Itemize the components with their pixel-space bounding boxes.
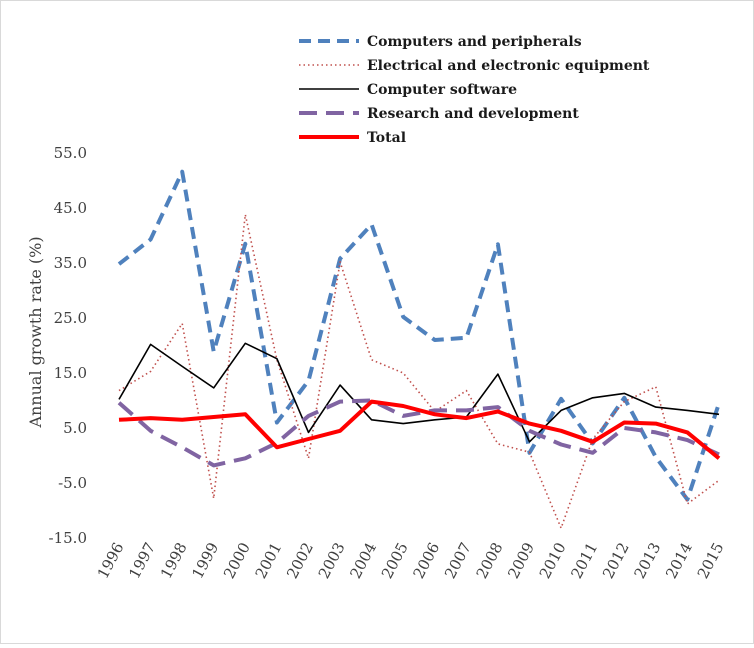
x-tick-label: 1996 (94, 539, 128, 581)
x-axis: 1996199719981999200020012002200320042005… (94, 539, 728, 581)
x-tick-label: 2002 (283, 539, 317, 581)
y-tick-label: 5.0 (63, 419, 87, 437)
x-tick-label: 2014 (662, 539, 696, 581)
legend-label: Research and development (367, 106, 579, 122)
x-tick-label: 1999 (188, 539, 222, 581)
x-tick-label: 2005 (378, 539, 412, 581)
x-tick-label: 2008 (473, 539, 507, 581)
series-line-computer-software (118, 342, 720, 443)
y-tick-label: -5.0 (58, 474, 87, 492)
series-layer (117, 169, 721, 529)
y-tick-label: 55.0 (54, 144, 87, 162)
series-line-research-and-development (117, 398, 720, 468)
x-tick-label: 2011 (567, 539, 601, 581)
y-axis: -15.0 -5.0 5.0 15.0 25.0 35.0 45.0 55.0 (49, 144, 87, 547)
x-tick-label: 2009 (504, 539, 538, 581)
x-tick-label: 1998 (157, 539, 191, 581)
x-tick-label: 1997 (125, 539, 159, 581)
legend: Computers and peripherals Electrical and … (299, 34, 650, 146)
x-tick-label: 2003 (315, 539, 349, 581)
x-tick-label: 2012 (599, 539, 633, 581)
x-tick-label: 2013 (631, 539, 665, 581)
x-tick-label: 2006 (410, 539, 444, 581)
y-axis-label: Annual growth rate (%) (26, 236, 45, 428)
series-line-electrical-and-electronic-equipment (118, 213, 720, 529)
x-tick-label: 2001 (252, 539, 286, 581)
y-tick-label: 25.0 (54, 309, 87, 327)
legend-label: Electrical and electronic equipment (367, 58, 650, 74)
x-tick-label: 2015 (694, 539, 728, 581)
series-line-total (118, 399, 721, 460)
x-tick-label: 2010 (536, 539, 570, 581)
x-tick-label: 2007 (441, 539, 475, 581)
legend-label: Total (367, 130, 406, 146)
legend-label: Computer software (367, 82, 517, 98)
x-tick-label: 2004 (346, 539, 380, 581)
legend-label: Computers and peripherals (367, 34, 582, 50)
y-tick-label: 15.0 (54, 364, 87, 382)
x-tick-label: 2000 (220, 539, 254, 581)
y-tick-label: 35.0 (54, 254, 87, 272)
y-tick-label: -15.0 (49, 529, 87, 547)
series-line-computers-and-peripherals (117, 169, 721, 502)
y-tick-label: 45.0 (54, 199, 87, 217)
